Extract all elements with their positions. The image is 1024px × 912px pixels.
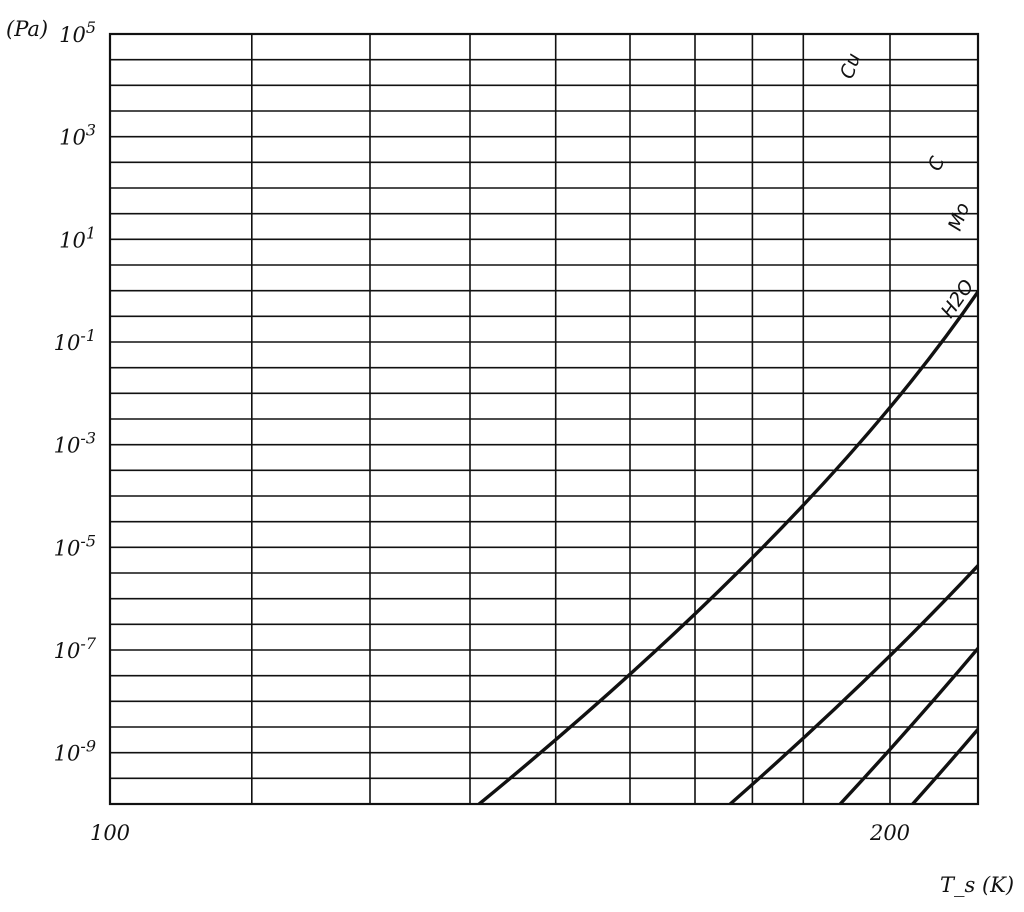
curve-s [838,645,978,804]
curve-labels: H2OHgSCsZnMgPbInMnSnCuCrSiTiPtMoCTaWCuCM… [836,50,979,322]
y-tick-labels: 105 103 101 10-1 10-3 10-5 10-7 10-9 [54,18,97,766]
x-tick-labels: 1002003005007001 0002 0003 000 [90,821,910,845]
top-label-cu: Cu [836,50,865,81]
y-tick-label: 10-1 [54,326,96,355]
curve-hg [728,563,978,804]
y-axis-label: (Pa) [6,17,48,41]
y-tick-label: 103 [59,121,96,150]
y-tick-label: 10-9 [54,737,96,766]
y-tick-label: 10-7 [54,634,97,663]
y-tick-label: 10-5 [54,531,96,560]
plot-frame [108,32,980,806]
x-tick-label: 100 [90,821,130,845]
grid [110,34,978,804]
curves [477,288,978,804]
top-label-mo: Mo [944,200,974,234]
curve-h2o [477,288,978,804]
y-tick-label: 101 [59,223,96,252]
y-tick-label: 105 [59,18,96,47]
x-tick-label: 200 [869,821,910,845]
top-label-c: C [924,153,949,174]
y-tick-label: 10-3 [54,429,96,458]
x-axis-label: T_s (K) [940,873,1014,897]
